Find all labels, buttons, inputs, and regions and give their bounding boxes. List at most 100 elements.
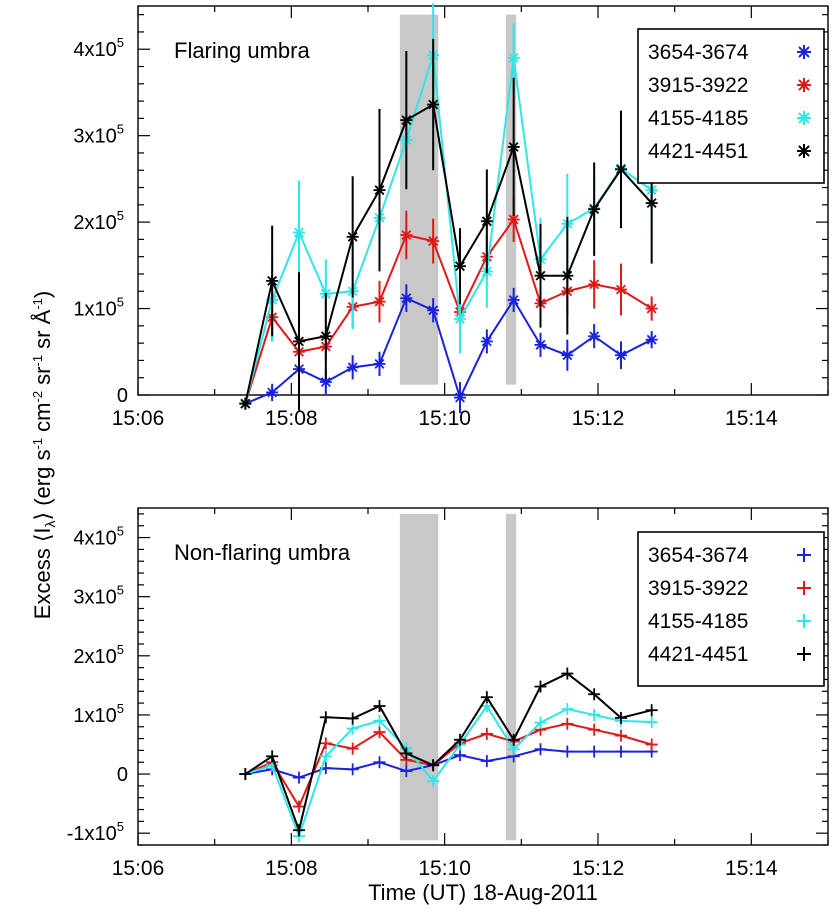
- x-tick-label: 15:08: [265, 407, 318, 430]
- y-tick-mantissa: 0: [117, 764, 128, 786]
- marker-stroke: [374, 296, 385, 307]
- legend-marker: [797, 581, 811, 595]
- marker-stroke: [374, 185, 385, 196]
- marker-stroke: [401, 293, 412, 304]
- data-point: [588, 278, 601, 291]
- series-4421-4451: [239, 667, 658, 837]
- marker-stroke: [589, 331, 600, 342]
- data-point: [588, 688, 601, 701]
- legend: 3654-3674 3915-3922 4155-4185 4421-4451: [637, 531, 825, 687]
- legend-marker: [797, 144, 811, 158]
- data-point: [480, 335, 493, 348]
- data-point: [293, 800, 305, 813]
- marker-stroke: [428, 99, 439, 110]
- marker-stroke: [535, 339, 546, 350]
- y-tick-mantissa: 4x10: [73, 528, 116, 550]
- legend-marker: [797, 111, 811, 125]
- marker-stroke: [589, 204, 600, 215]
- y-tick-label: -1x105: [67, 819, 124, 845]
- data-point: [373, 714, 386, 727]
- data-point: [588, 330, 601, 343]
- legend-label: 3915-3922: [648, 577, 748, 600]
- data-point: [373, 756, 386, 769]
- plot-frame: [137, 5, 829, 396]
- data-point: [454, 391, 466, 404]
- y-tick-label: 0: [117, 385, 128, 407]
- y-tick-exponent: 5: [117, 208, 124, 223]
- y-tick-exponent: 5: [117, 819, 124, 834]
- series-3654-3674: [239, 743, 658, 784]
- marker-stroke: [240, 398, 251, 409]
- series-line: [244, 54, 653, 404]
- y-tick-label: 1x105: [73, 295, 124, 321]
- data-point: [615, 711, 627, 724]
- series-line: [244, 102, 653, 404]
- series-line: [244, 296, 653, 405]
- marker-stroke: [798, 145, 810, 157]
- y-tick-exponent: 5: [117, 642, 124, 657]
- marker-stroke: [798, 79, 810, 91]
- y-tick-label: 3x105: [73, 122, 124, 148]
- data-point: [346, 230, 359, 243]
- x-tick-label: 15:06: [112, 407, 165, 430]
- data-point: [454, 733, 466, 746]
- y-axis-unit-part-3: sr: [30, 367, 55, 391]
- data-point: [400, 229, 413, 242]
- data-point: [346, 722, 359, 735]
- data-point: [373, 726, 386, 739]
- data-point: [534, 716, 547, 729]
- marker-stroke: [616, 350, 626, 361]
- data-point: [427, 304, 440, 317]
- y-tick-exponent: 5: [117, 701, 124, 716]
- series-3654-3674: [239, 284, 658, 414]
- series-4421-4451: [239, 38, 658, 411]
- y-axis-unit-part-1: cm: [30, 403, 55, 438]
- data-point: [239, 397, 252, 410]
- data-point: [319, 711, 332, 724]
- series-3915-3922: [239, 717, 658, 813]
- data-point: [346, 361, 359, 374]
- marker-stroke: [646, 334, 657, 345]
- y-tick-exponent: 5: [117, 35, 124, 50]
- y-axis-label-subscript: λ: [42, 520, 58, 527]
- legend-label: 3654-3674: [648, 41, 749, 64]
- y-axis-unit-part-2: -2: [30, 391, 45, 403]
- data-point: [480, 727, 493, 740]
- data-point: [266, 386, 279, 399]
- marker-stroke: [646, 198, 657, 209]
- x-tick-label: 15:14: [725, 857, 778, 880]
- data-point: [293, 226, 305, 239]
- marker-stroke: [646, 303, 657, 314]
- data-point: [293, 771, 305, 784]
- data-point: [427, 759, 440, 772]
- marker-stroke: [562, 350, 573, 361]
- y-tick-exponent: 5: [117, 524, 124, 539]
- marker-stroke: [455, 261, 465, 272]
- marker-stroke: [347, 362, 358, 373]
- data-point: [534, 338, 547, 351]
- data-point: [480, 215, 493, 228]
- series-line: [244, 672, 652, 834]
- marker-stroke: [374, 358, 385, 369]
- legend-marker: [797, 45, 811, 59]
- legend-label: 3654-3674: [648, 544, 749, 567]
- data-point: [346, 712, 359, 725]
- legend-label: 4155-4185: [648, 107, 748, 130]
- data-point: [645, 197, 658, 210]
- data-point: [427, 98, 440, 111]
- data-point: [454, 749, 466, 762]
- series-line: [245, 704, 652, 840]
- data-point: [400, 292, 413, 305]
- data-point: [588, 203, 601, 216]
- x-tick-label: 15:12: [572, 857, 625, 880]
- data-point: [561, 269, 574, 282]
- y-axis-label-units: -1 cm-2 sr-1 sr Å-1): [30, 291, 55, 450]
- y-tick-label: 1x105: [73, 701, 124, 727]
- x-tick-label: 15:12: [572, 407, 625, 430]
- data-point: [507, 293, 520, 306]
- marker-stroke: [616, 164, 626, 175]
- data-point: [588, 723, 601, 736]
- panel-non-flaring-umbra: Non-flaring umbra 15:06 15:08 15:10 15:12 15…: [67, 507, 829, 880]
- y-axis-unit-part-0: -1: [30, 438, 45, 450]
- x-tick-label: 15:06: [112, 857, 165, 880]
